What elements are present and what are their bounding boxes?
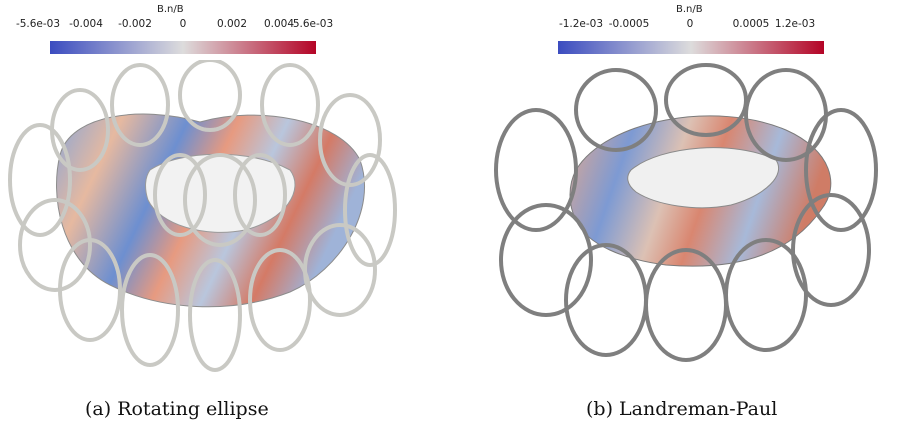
colorbar-tick: 0 (179, 18, 187, 30)
stellarator-coil-render (8, 60, 397, 372)
colorbar-tick: -1.2e-03 (558, 18, 604, 30)
colorbar-tick: 0 (686, 18, 694, 30)
colorbar-tick: 1.2e-03 (774, 18, 816, 30)
colorbar-tick: -0.0005 (608, 18, 650, 30)
colorbar-tick: 0.0005 (732, 18, 770, 30)
colorbar-title: B.n/B (676, 4, 703, 15)
colorbar-tick: 0.004 (263, 18, 295, 30)
colorbar-tick: -5.6e-03 (15, 18, 61, 30)
colorbar-title: B.n/B (157, 4, 184, 15)
stellarator-coil-render (494, 63, 878, 362)
figure-caption: (b) Landreman-Paul (586, 398, 778, 420)
colorbar-tick: 5.6e-03 (292, 18, 334, 30)
colorbar-tick: -0.004 (69, 18, 103, 30)
colorbar (50, 41, 316, 54)
colorbar (558, 41, 824, 54)
colorbar-tick: -0.002 (118, 18, 152, 30)
colorbar-tick: 0.002 (216, 18, 248, 30)
panel-landreman-paul: B.n/B -1.2e-03 -0.0005 0 0.0005 1.2e-03 (456, 0, 911, 431)
figure-caption: (a) Rotating ellipse (85, 398, 269, 420)
panel-rotating-ellipse: B.n/B -5.6e-03 -0.004 -0.002 0 0.002 0.0… (0, 0, 455, 431)
